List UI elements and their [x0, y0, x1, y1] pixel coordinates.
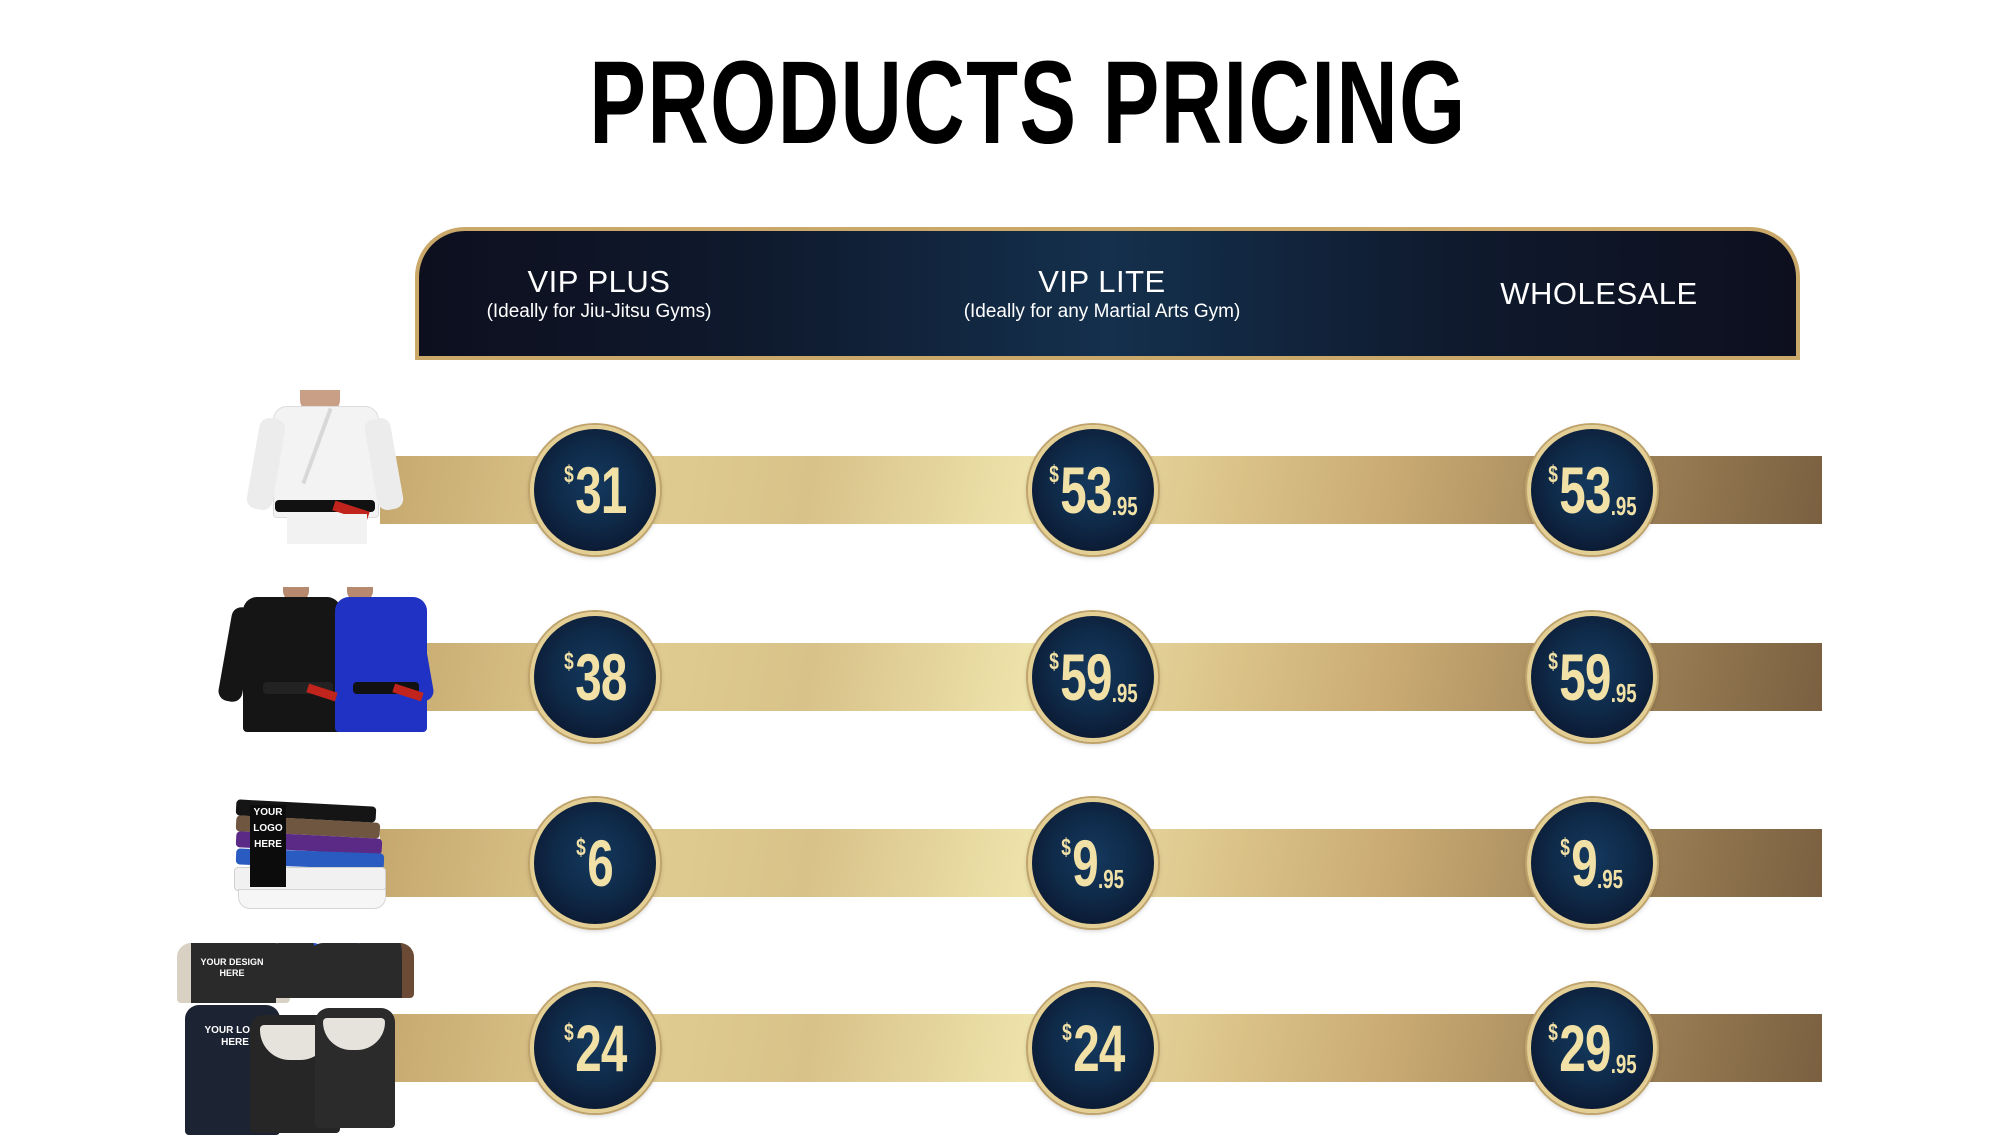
- price-badge-vip-plus: $ 31: [530, 425, 660, 555]
- currency-symbol: $: [1560, 834, 1571, 861]
- price-cents: .95: [1610, 678, 1637, 708]
- price-badge-vip-lite: $ 53 .95: [1028, 425, 1158, 555]
- tier-name: WHOLESALE: [1500, 275, 1698, 311]
- belt-logo-label: YOUR LOGO HERE: [250, 805, 286, 887]
- currency-symbol: $: [563, 461, 574, 488]
- currency-symbol: $: [563, 1019, 574, 1046]
- price-whole: 38: [574, 640, 627, 714]
- price-badge-wholesale: $ 53 .95: [1527, 425, 1657, 555]
- currency-symbol: $: [576, 834, 587, 861]
- price-badge-vip-plus: $ 38: [530, 612, 660, 742]
- tier-subtitle: (Ideally for any Martial Arts Gym): [963, 300, 1241, 322]
- currency-symbol: $: [1048, 461, 1059, 488]
- product-row-white-gi: $ 31 $ 53 .95 $ 53 .95: [0, 390, 2000, 580]
- currency-symbol: $: [1061, 1019, 1072, 1046]
- price-cents: .95: [1610, 491, 1637, 521]
- price-whole: 59: [1059, 640, 1112, 714]
- price-whole: 31: [574, 453, 627, 527]
- price-badge-vip-lite: $ 9 .95: [1028, 798, 1158, 928]
- shirt-design-label: YOUR DESIGN HERE: [200, 957, 264, 978]
- currency-symbol: $: [1547, 648, 1558, 675]
- currency-symbol: $: [1061, 834, 1072, 861]
- price-whole: 24: [1072, 1011, 1125, 1085]
- tier-subtitle: (Ideally for Jiu-Jitsu Gyms): [486, 300, 712, 322]
- price-whole: 9: [1072, 826, 1099, 900]
- custom-belts-icon: YOUR LOGO HERE: [228, 799, 388, 913]
- page-title: PRODUCTS PRICING: [589, 37, 1467, 169]
- currency-symbol: $: [1547, 1019, 1558, 1046]
- rash-guards-icon: YOUR DESIGN HERE YOUR LOGO HERE: [175, 943, 415, 1138]
- price-whole: 24: [574, 1011, 627, 1085]
- price-cents: .95: [1111, 678, 1138, 708]
- price-cents: .95: [1111, 491, 1138, 521]
- price-badge-vip-plus: $ 6: [530, 798, 660, 928]
- tier-header-wholesale: WHOLESALE: [1379, 231, 1819, 356]
- tier-header-panel: VIP PLUS (Ideally for Jiu-Jitsu Gyms) VI…: [415, 227, 1800, 360]
- price-cents: .95: [1597, 864, 1624, 894]
- currency-symbol: $: [1547, 461, 1558, 488]
- price-badge-vip-lite: $ 24: [1028, 983, 1158, 1113]
- price-cents: .95: [1098, 864, 1125, 894]
- price-badge-vip-lite: $ 59 .95: [1028, 612, 1158, 742]
- product-row-black-blue-gi: $ 38 $ 59 .95 $ 59 .95: [0, 587, 2000, 767]
- tier-header-vip-plus: VIP PLUS (Ideally for Jiu-Jitsu Gyms): [379, 231, 819, 356]
- price-badge-vip-plus: $ 24: [530, 983, 660, 1113]
- shirt-logo-label: YOUR LOGO HERE: [204, 1025, 266, 1048]
- price-badge-wholesale: $ 59 .95: [1527, 612, 1657, 742]
- product-row-belts: YOUR LOGO HERE $ 6 $ 9 .95 $ 9 .95: [0, 773, 2000, 953]
- price-cents: .95: [1610, 1049, 1637, 1079]
- black-and-blue-gi-icon: [216, 587, 436, 737]
- currency-symbol: $: [1048, 648, 1059, 675]
- price-whole: 59: [1558, 640, 1611, 714]
- tier-header-vip-lite: VIP LITE (Ideally for any Martial Arts G…: [882, 231, 1322, 356]
- price-badge-wholesale: $ 29 .95: [1527, 983, 1657, 1113]
- tier-name: VIP PLUS: [527, 263, 671, 299]
- price-whole: 29: [1558, 1011, 1611, 1085]
- white-gi-icon: [245, 390, 405, 555]
- price-whole: 9: [1571, 826, 1598, 900]
- product-row-rash-guards: YOUR DESIGN HERE YOUR LOGO HERE $ 24 $ 2…: [0, 943, 2000, 1138]
- tier-name: VIP LITE: [1038, 263, 1166, 299]
- price-whole: 53: [1059, 453, 1112, 527]
- currency-symbol: $: [563, 648, 574, 675]
- price-whole: 53: [1558, 453, 1611, 527]
- price-badge-wholesale: $ 9 .95: [1527, 798, 1657, 928]
- price-whole: 6: [587, 826, 614, 900]
